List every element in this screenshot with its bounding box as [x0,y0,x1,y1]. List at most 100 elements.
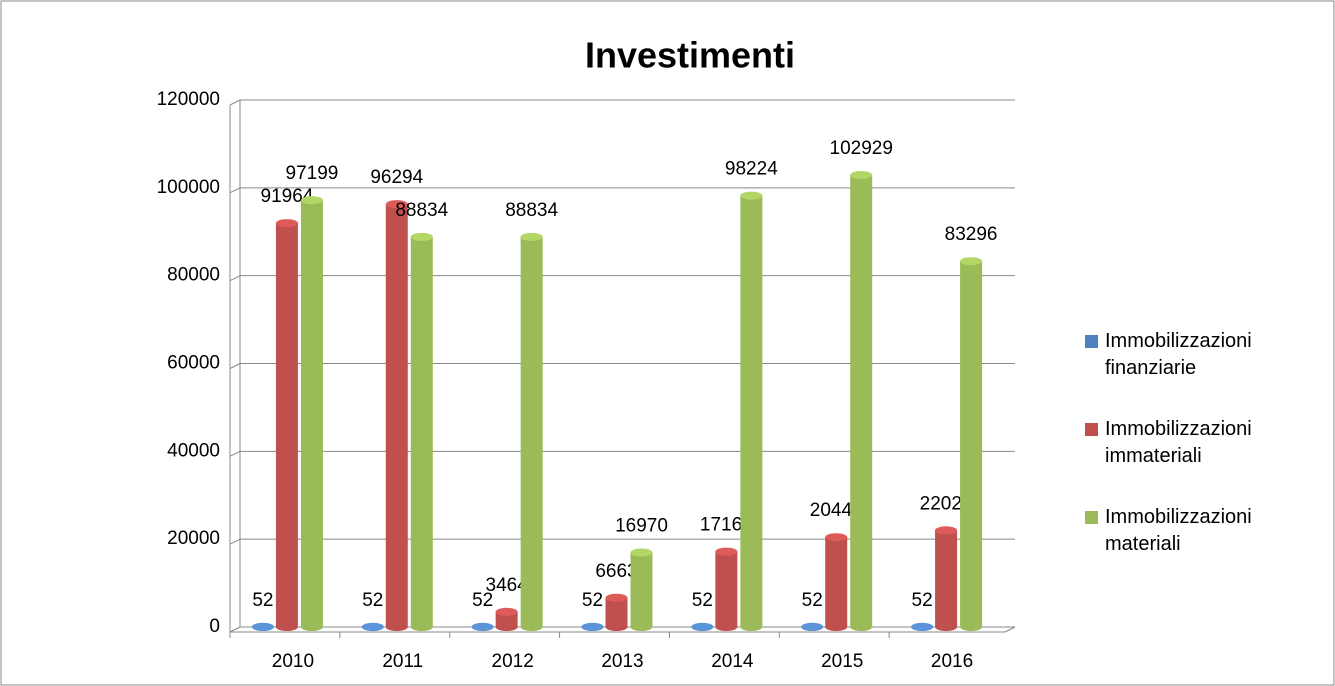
data-label: 6663 [595,561,637,582]
bar-base [605,623,628,631]
bar-top [605,593,628,602]
bar-top [410,232,433,241]
bar-base [520,623,543,631]
bar [825,537,848,627]
legend-item: Immobilizzazioni immateriali [1083,416,1283,470]
data-label: 91964 [261,186,314,207]
bar [960,261,983,627]
bar-top [300,196,323,205]
y-tick-label: 60000 [167,353,220,374]
bar-base [850,623,873,631]
bar-top [361,622,384,631]
bar-base [410,623,433,631]
x-tick-label: 2010 [272,651,314,672]
bar [850,174,873,627]
data-label: 102929 [830,138,893,159]
bar-top [740,191,763,200]
y-tick-label: 100000 [157,177,220,198]
bar [740,195,763,627]
x-tick-label: 2011 [382,651,423,672]
bar-base [630,623,653,631]
bar [275,223,298,628]
bar [385,204,408,627]
bar-base [825,623,848,631]
legend-swatch [1085,511,1098,524]
legend-swatch [1085,335,1098,348]
x-tick-label: 2015 [821,651,863,672]
bar-top [801,622,824,631]
bar-top [495,607,518,616]
bar [410,236,433,628]
data-label: 52 [582,590,603,611]
data-label: 20446 [810,500,863,521]
grid-line-depth [229,626,241,633]
bar [300,200,323,627]
data-label: 52 [802,590,823,611]
bar-base [960,623,983,631]
x-tick-label: 2014 [711,651,754,672]
bar-base [715,623,738,631]
y-tick-label: 0 [209,616,220,637]
legend-item: Immobilizzazioni materiali [1083,504,1283,558]
bar-top [385,200,408,209]
data-label: 52 [362,590,383,611]
bar-top [911,622,934,631]
bar [520,236,543,628]
bar-base [385,623,408,631]
legend-swatch [1085,423,1098,436]
bar-top [935,526,958,535]
legend: Immobilizzazioni finanziarie Immobilizzaz… [1083,328,1283,592]
bar-top [691,622,714,631]
bar [495,611,518,627]
data-label: 52 [252,590,273,611]
data-label: 52 [472,590,493,611]
data-label: 97199 [286,163,339,184]
bar-top [630,548,653,557]
bar-top [960,257,983,266]
bar [605,597,628,627]
data-label: 96294 [370,167,423,188]
legend-label: Immobilizzazioni finanziarie [1105,330,1252,379]
bar-base [495,623,518,631]
bar-base [740,623,763,631]
legend-label: Immobilizzazioni immateriali [1105,418,1252,467]
legend-item: Immobilizzazioni finanziarie [1083,328,1283,382]
data-label: 88834 [505,200,558,221]
bar-top [471,622,494,631]
data-label: 52 [692,590,713,611]
bar-top [715,547,738,556]
bar-top [251,622,274,631]
data-label: 98224 [725,159,778,180]
grid-line-depth [229,363,241,369]
y-tick-label: 120000 [157,89,220,110]
data-label: 52 [912,590,933,611]
bar [935,530,958,627]
bar-top [581,622,604,631]
bar-base [935,623,958,631]
bar-top [520,232,543,241]
data-label: 17163 [700,515,753,536]
grid-line-depth [229,538,241,545]
data-label: 22020 [920,493,973,514]
x-tick-label: 2016 [931,651,973,672]
data-label: 3464 [486,575,529,596]
grid-line-depth [229,187,241,194]
legend-label: Immobilizzazioni materiali [1105,506,1252,555]
grid-line-depth [229,450,241,457]
grid-line-depth [229,99,241,106]
y-tick-label: 40000 [167,440,220,461]
chart-title: Investimenti [585,35,795,76]
data-label: 16970 [615,515,668,536]
y-tick-label: 80000 [167,265,220,286]
y-tick-label: 20000 [167,528,220,549]
data-label: 88834 [395,200,448,221]
floor-right [1004,626,1016,633]
x-tick-label: 2013 [601,651,643,672]
grid-line-depth [229,275,241,282]
bar-base [275,623,298,631]
bar-base [300,623,323,631]
bar-top [275,219,298,228]
